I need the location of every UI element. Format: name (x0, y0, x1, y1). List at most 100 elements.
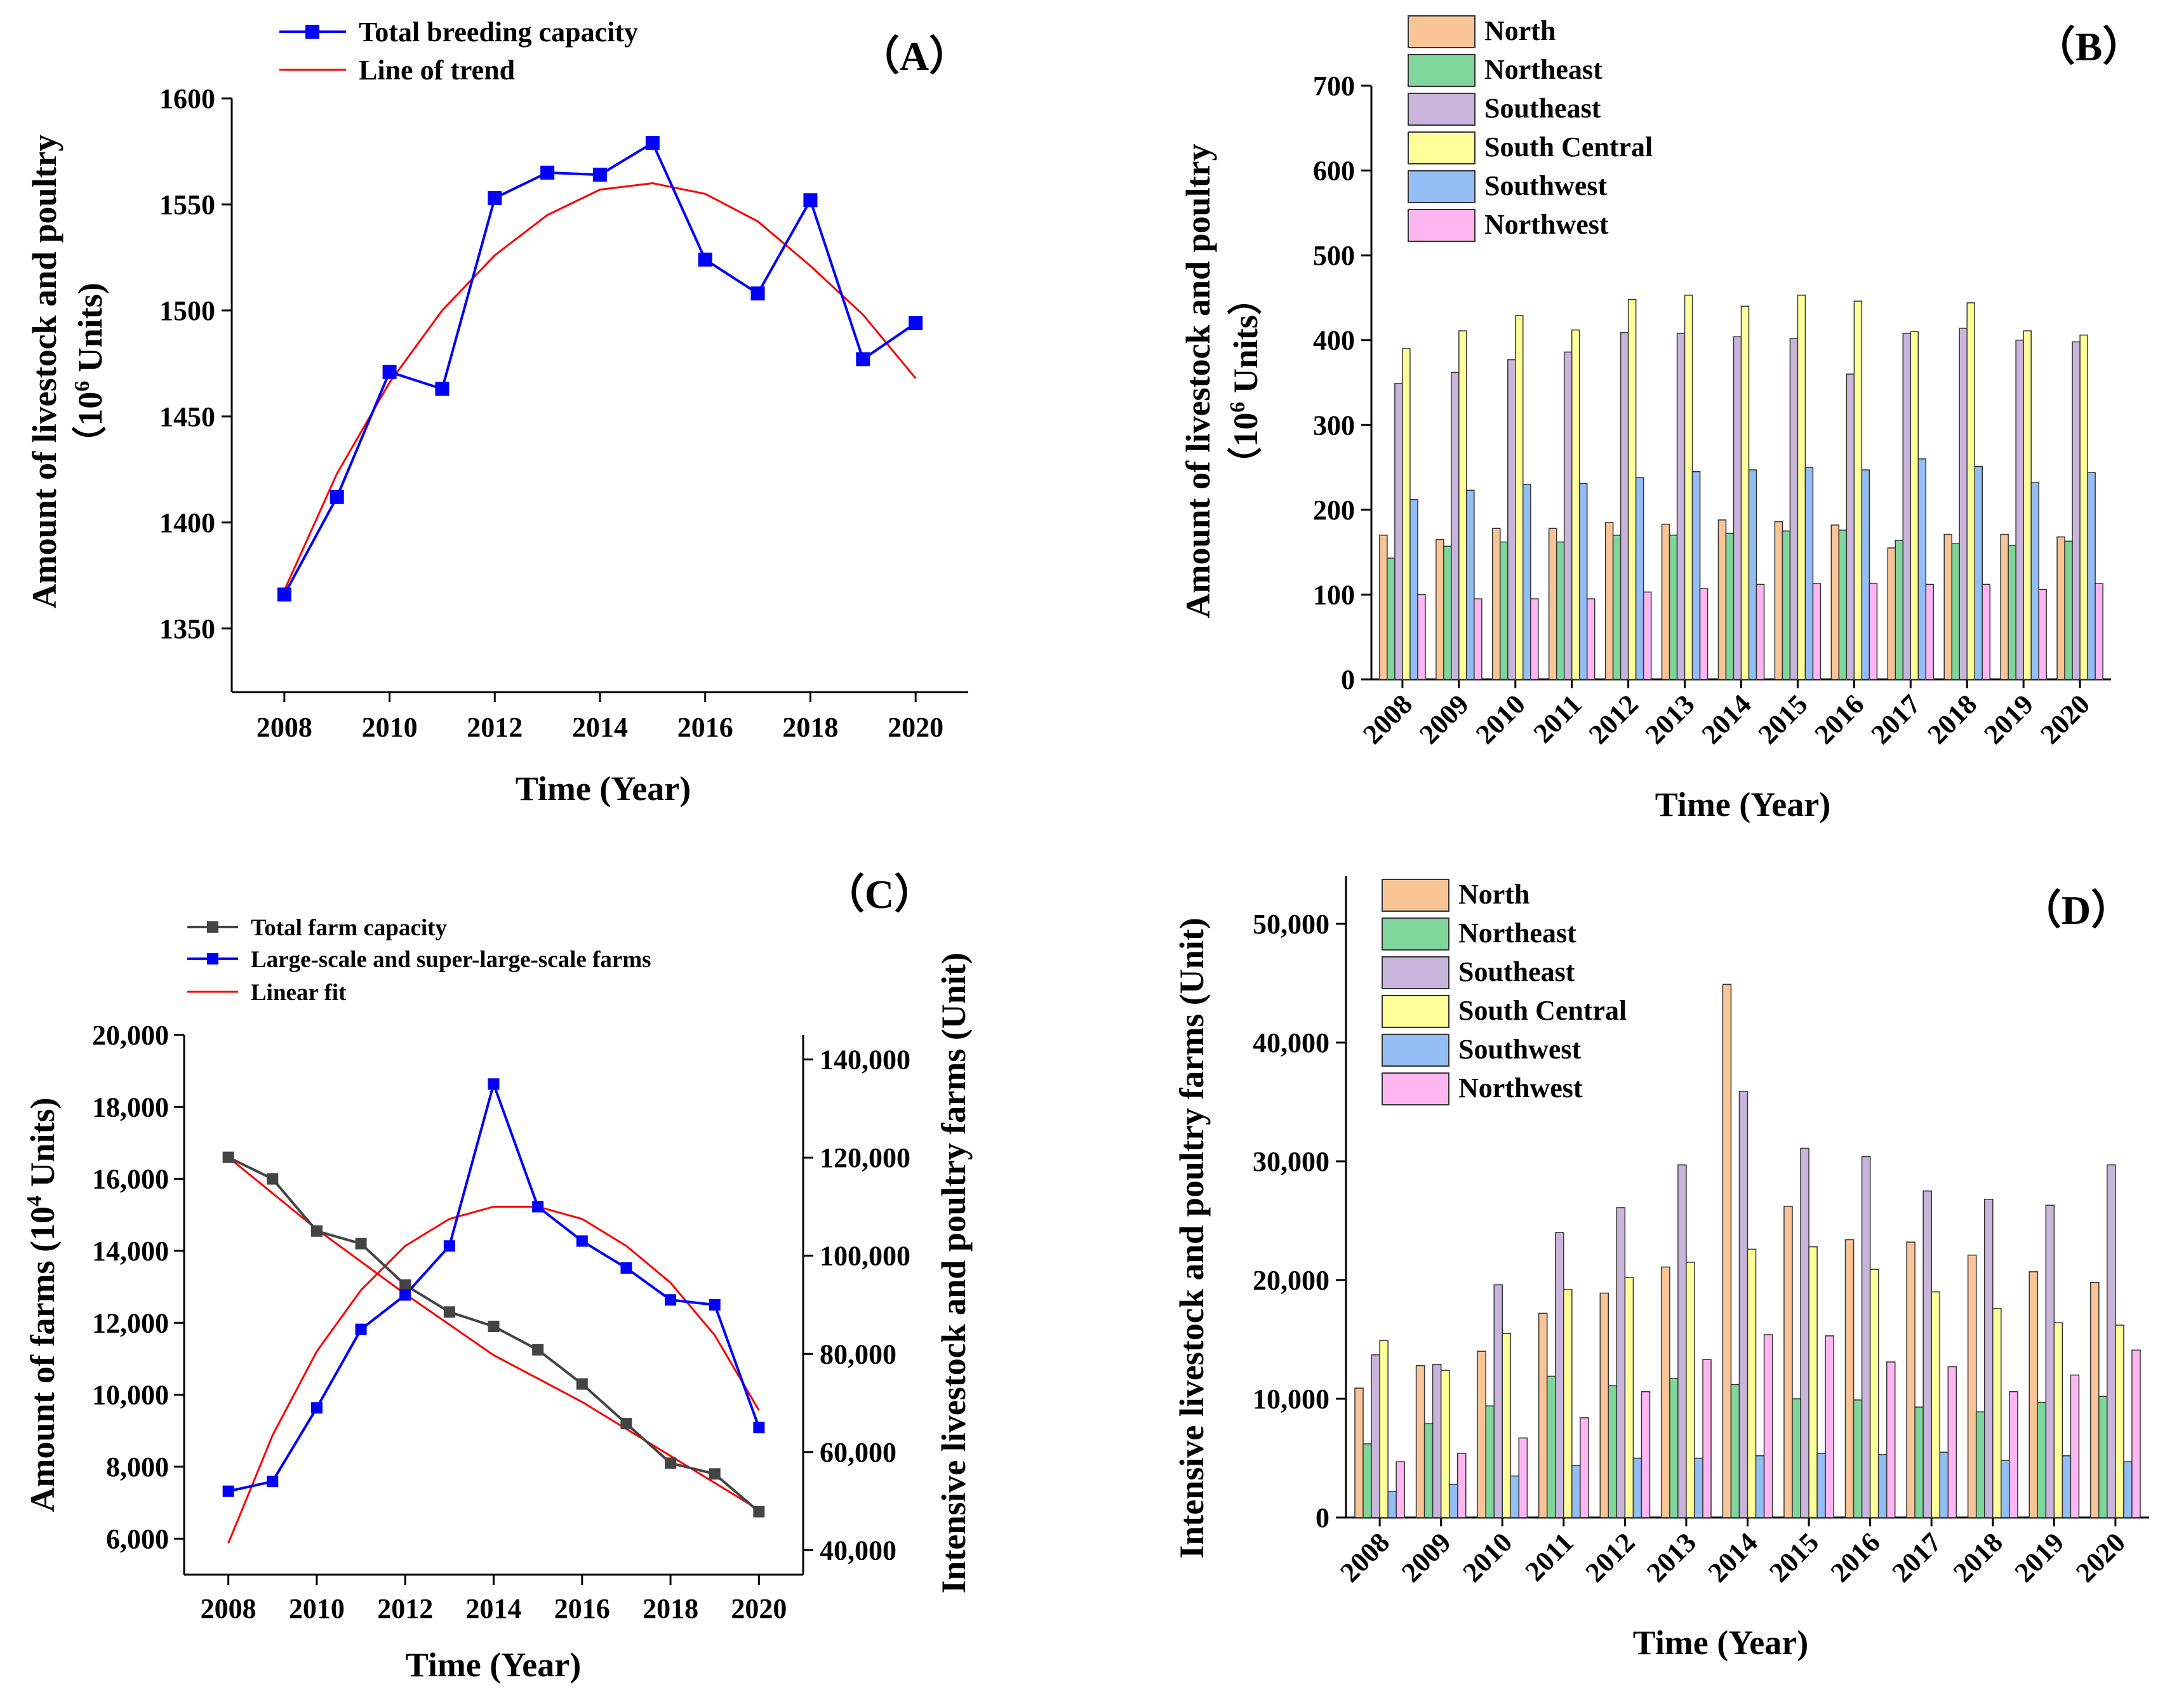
total-farm-capacity-point (488, 1321, 500, 1332)
breeding-capacity-point (488, 190, 502, 205)
bar-south-central (1502, 1333, 1512, 1518)
bar-south-central (1797, 295, 1806, 680)
large-scale-farms-point (620, 1262, 632, 1274)
bar-south-central (1808, 1246, 1818, 1518)
bar-southwest (1448, 1483, 1458, 1518)
panel-a-legend: Total breeding capacity Line of trend (279, 17, 638, 86)
x-tick-label: 2019 (1978, 688, 2039, 750)
bar-north (2090, 1281, 2100, 1518)
legend-swatch-icon (1408, 209, 1476, 242)
y-tick-label: 400 (1313, 325, 1355, 356)
bar-southwest (1877, 1454, 1888, 1518)
legend-label-southwest: Southwest (1458, 1034, 1581, 1065)
large-scale-farms-point (488, 1078, 500, 1090)
legend-label-northeast: Northeast (1458, 917, 1576, 949)
bar-northwest (2038, 589, 2047, 680)
breeding-capacity-point (435, 382, 450, 396)
bar-northwest (2009, 1391, 2018, 1518)
bar-southeast (1507, 359, 1516, 680)
bar-northwest (1530, 598, 1539, 680)
bar-northwest (1580, 1417, 1589, 1518)
breeding-capacity-point (645, 136, 660, 150)
x-tick-label: 2014 (1696, 688, 1757, 750)
bar-southeast (1371, 1354, 1380, 1518)
bar-southeast (1861, 1156, 1871, 1518)
bar-south-central (2115, 1324, 2124, 1518)
x-tick-label: 2015 (1763, 1526, 1825, 1588)
bar-southwest (1635, 477, 1644, 680)
bar-south-central (1747, 1248, 1757, 1518)
total-farm-capacity-point (310, 1225, 323, 1237)
legend-swatch-icon (1408, 15, 1476, 48)
bar-northeast (2064, 540, 2073, 680)
x-tick-label: 2020 (731, 1593, 787, 1624)
bar-northeast (1423, 1423, 1434, 1518)
y-tick-label: 600 (1313, 156, 1355, 187)
breeding-capacity-point (382, 364, 397, 379)
y-tick-label: 100 (1313, 579, 1355, 610)
panel-d-legend: North Northeast Southeast South Central Sout… (1382, 879, 1627, 1105)
bar-southwest (1974, 465, 1983, 680)
y-tick-label: 30,000 (1253, 1146, 1329, 1177)
bar-southeast (2107, 1164, 2116, 1518)
bar-southwest (1632, 1457, 1642, 1518)
legend-swatch-icon (1382, 1034, 1449, 1067)
panel-b-x-title: Time (Year) (1655, 785, 1830, 824)
large-scale-farms-point (267, 1476, 279, 1488)
bar-northeast (1838, 530, 1848, 680)
bar-south-central (1931, 1291, 1940, 1518)
bar-south-central (1740, 305, 1750, 680)
legend-swatch-icon (1408, 131, 1476, 164)
left-y-tick-label: 12,000 (92, 1307, 169, 1338)
y-tick-label: 200 (1313, 495, 1355, 526)
breeding-capacity-point (750, 286, 765, 301)
large-scale-farms-point (222, 1485, 234, 1497)
panel-a-line-chart: 1350 1400 1450 1500 1550 1600 2008 2010 2012 2014… (25, 17, 969, 808)
bar-southeast (1922, 1191, 1932, 1518)
bar-northeast (1387, 557, 1396, 680)
bar-southeast (1432, 1364, 1442, 1518)
x-tick-label: 2016 (554, 1593, 610, 1624)
bar-northwest (2070, 1374, 2080, 1518)
bar-southwest (1691, 471, 1701, 680)
panel-b-label: （B） (2035, 24, 2143, 69)
breeding-capacity-point (698, 252, 712, 267)
bar-south-central (2053, 1322, 2063, 1518)
x-tick-label: 2010 (362, 712, 418, 743)
total-farm-capacity-point (576, 1378, 588, 1390)
bar-northeast (1782, 530, 1791, 680)
bar-southeast (1620, 331, 1629, 680)
x-tick-label: 2019 (2009, 1526, 2070, 1588)
bar-north (1538, 1312, 1548, 1518)
panel-c-right-y-title: Intensive livestock and poultry farms (U… (935, 952, 973, 1594)
bar-south-central (1686, 1262, 1695, 1518)
x-tick-label: 2018 (1921, 688, 1983, 750)
x-tick-label: 2014 (572, 712, 628, 743)
left-y-tick-label: 6,000 (106, 1523, 169, 1554)
bar-southwest (1861, 469, 1870, 680)
bar-northwest (1763, 1334, 1773, 1518)
legend-label-northwest: Northwest (1484, 209, 1609, 240)
bar-north (1844, 1239, 1855, 1518)
bar-south-central (1515, 315, 1524, 680)
bar-northwest (1982, 584, 1990, 680)
x-tick-label: 2013 (1639, 688, 1701, 750)
bar-northeast (1725, 533, 1735, 680)
bar-southwest (1578, 483, 1588, 680)
legend-trend-label: Line of trend (359, 55, 515, 86)
bar-northeast (2008, 545, 2016, 680)
bar-northwest (1586, 598, 1596, 680)
legend-label-northwest: Northwest (1458, 1072, 1583, 1104)
bar-northeast (1362, 1443, 1372, 1518)
x-tick-label: 2012 (1583, 688, 1644, 750)
bar-southeast (2072, 341, 2081, 680)
x-tick-label: 2020 (2034, 688, 2096, 750)
bar-southwest (1816, 1453, 1826, 1518)
x-tick-label: 2014 (1702, 1526, 1764, 1588)
x-tick-label: 2008 (1357, 688, 1418, 750)
total-farm-capacity-point (709, 1468, 721, 1480)
x-tick-label: 2012 (467, 712, 523, 743)
bar-southwest (2062, 1455, 2072, 1518)
bar-northwest (1756, 584, 1765, 680)
